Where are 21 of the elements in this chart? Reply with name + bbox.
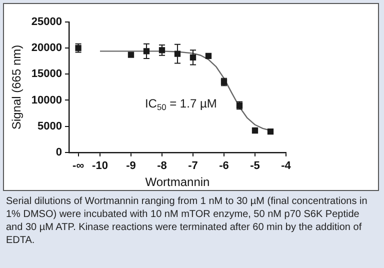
x-tick-label: -∞ bbox=[72, 160, 84, 172]
y-tick-label: 25000 bbox=[31, 16, 62, 28]
y-tick-label: 10000 bbox=[31, 94, 62, 106]
y-tick-label: 15000 bbox=[31, 68, 62, 80]
point bbox=[128, 52, 134, 58]
text: Serial dilutions of Wortmannin ranging from 1 nM to 30 µM (final concentrations in 1% DMSO) were incubated with 10 nM mTOR enzyme, 50 nM p70 S6K Peptide and 30 µM ATP. Kinase reactions were terminated after 60 min by the addition of EDTA. bbox=[5, 195, 368, 247]
x-tick-label: -10 bbox=[92, 160, 108, 172]
y-axis-title: Signal (665 nm) bbox=[10, 44, 24, 130]
x-axis-title: Wortmannin bbox=[145, 175, 210, 190]
y-tick-label: 5000 bbox=[38, 120, 62, 132]
point bbox=[252, 127, 258, 134]
x-tick-label: -9 bbox=[126, 160, 136, 172]
x-tick-label: -5 bbox=[250, 160, 260, 172]
point bbox=[267, 128, 274, 135]
y-tick-label: 0 bbox=[56, 146, 62, 158]
y-tick-label: 20000 bbox=[31, 42, 62, 54]
x-tick-label: -8 bbox=[157, 160, 167, 172]
point bbox=[205, 52, 212, 59]
x-tick-label: -6 bbox=[219, 160, 229, 172]
x-tick-label: -4 bbox=[281, 160, 292, 172]
x-tick-label: -7 bbox=[188, 160, 198, 172]
